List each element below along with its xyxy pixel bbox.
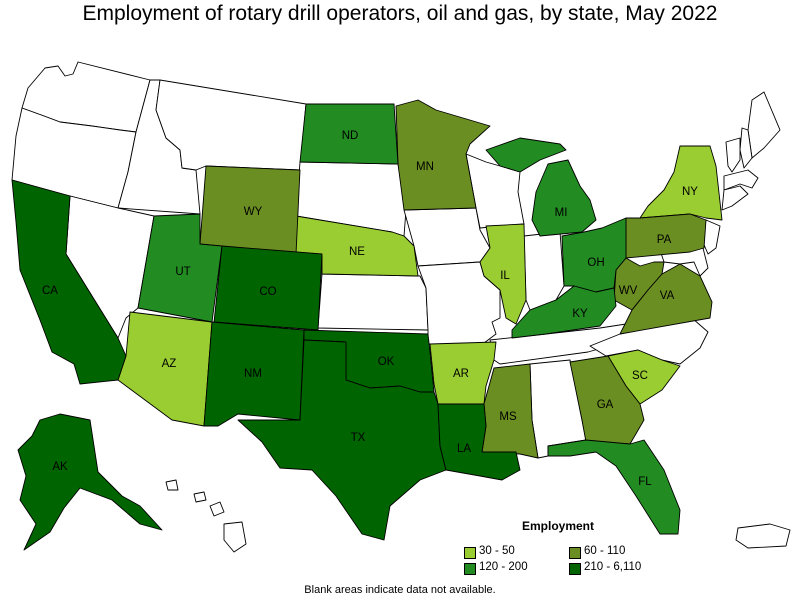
label-ND: ND <box>342 130 359 142</box>
legend-swatch-210-6110 <box>569 563 581 575</box>
band-30-50-states <box>117 145 723 427</box>
label-MS: MS <box>499 411 517 423</box>
state-TX <box>237 339 447 541</box>
state-HI-4 <box>223 521 247 553</box>
label-AK: AK <box>52 461 68 473</box>
state-FL <box>547 439 681 535</box>
no-data-states <box>11 61 791 553</box>
label-AZ: AZ <box>162 358 177 370</box>
label-TX: TX <box>351 432 366 444</box>
territory-PR <box>735 523 791 549</box>
legend-label-30-50: 30 - 50 <box>479 545 515 557</box>
label-OK: OK <box>378 356 395 368</box>
state-ND <box>299 103 399 165</box>
state-NY <box>639 145 723 221</box>
label-KY: KY <box>572 308 588 320</box>
label-PA: PA <box>657 234 672 246</box>
label-FL: FL <box>638 476 652 488</box>
label-OH: OH <box>587 257 604 269</box>
label-UT: UT <box>175 266 190 278</box>
state-KS <box>317 273 429 331</box>
label-NM: NM <box>244 368 262 380</box>
state-CO <box>213 245 323 331</box>
legend-title: Employment <box>522 519 595 533</box>
label-VA: VA <box>660 290 675 302</box>
legend-label-60-110: 60 - 110 <box>584 545 626 557</box>
label-GA: GA <box>597 399 614 411</box>
state-AK <box>17 413 163 551</box>
state-LA <box>437 403 521 481</box>
label-SC: SC <box>632 370 648 382</box>
state-AR <box>429 341 497 405</box>
state-HI-2 <box>193 491 207 503</box>
label-AR: AR <box>453 368 469 380</box>
state-IA <box>403 207 491 267</box>
state-KY <box>511 285 617 339</box>
state-VT <box>725 137 741 173</box>
label-IL: IL <box>500 270 510 282</box>
state-WI <box>465 153 525 229</box>
state-labels: AK CA CO NM OK TX LA ND UT MI OH KY FL W… <box>42 130 698 488</box>
label-CO: CO <box>259 286 276 298</box>
state-WV <box>613 257 665 311</box>
state-MI <box>485 137 597 237</box>
footnote: Blank areas indicate data not available. <box>304 584 496 596</box>
label-WV: WV <box>619 285 638 297</box>
state-HI-3 <box>209 501 225 517</box>
band-60-110-states <box>199 99 713 459</box>
legend-swatch-120-200 <box>464 563 476 575</box>
state-ME <box>747 91 781 159</box>
state-PA <box>625 213 707 259</box>
state-OH <box>561 217 627 293</box>
state-CT-RI <box>721 185 749 211</box>
state-IL <box>479 223 527 325</box>
state-HI-1 <box>165 479 179 491</box>
label-MN: MN <box>416 161 434 173</box>
label-LA: LA <box>457 443 471 455</box>
label-NY: NY <box>682 186 698 198</box>
label-CA: CA <box>42 285 58 297</box>
state-CA <box>11 179 127 385</box>
legend-swatch-30-50 <box>464 547 476 559</box>
state-VA <box>619 263 713 335</box>
legend-label-210-6110: 210 - 6,110 <box>584 561 642 573</box>
legend-label-120-200: 120 - 200 <box>479 561 528 573</box>
map-title: Employment of rotary drill operators, oi… <box>82 2 718 25</box>
legend-swatch-60-110 <box>569 547 581 559</box>
state-GA <box>569 355 645 445</box>
band-120-200-states <box>137 103 681 535</box>
label-MI: MI <box>555 207 568 219</box>
state-MN <box>395 99 491 211</box>
label-WY: WY <box>244 206 263 218</box>
label-NE: NE <box>349 246 365 258</box>
band-210-6110-states <box>11 179 521 551</box>
